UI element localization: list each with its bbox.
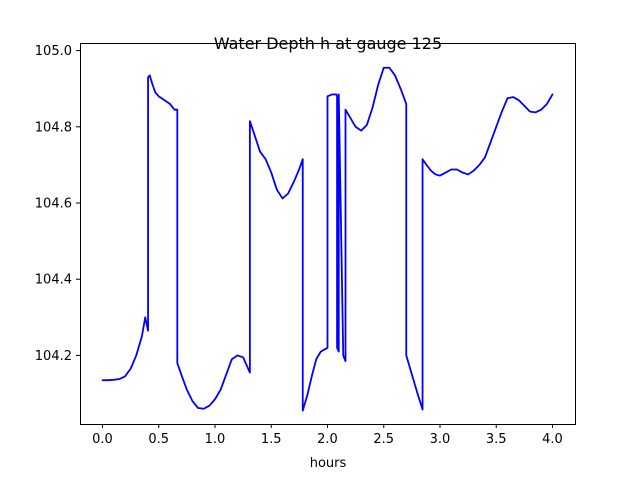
x-tick-label: 1.5	[261, 432, 282, 447]
x-tick-label: 2.0	[317, 432, 338, 447]
series-line-0	[101, 66, 554, 412]
x-axis-label: hours	[310, 456, 347, 471]
x-axis-ticks: 0.0 0.5 1.0 1.5 2.0 2.5 3.0 3.5 4.0	[92, 424, 563, 447]
x-tick-label: 0.5	[148, 432, 169, 447]
x-tick-label: 2.5	[373, 432, 394, 447]
x-tick-label: 1.0	[205, 432, 226, 447]
x-tick-label: 4.0	[542, 432, 563, 447]
y-tick-label: 105.0	[35, 44, 72, 59]
x-tick-label: 3.0	[430, 432, 451, 447]
y-axis-ticks: 104.2 104.4 104.6 104.8 105.0	[35, 44, 80, 364]
series-layer	[101, 66, 554, 412]
y-tick-label: 104.4	[35, 273, 72, 288]
plot-area: 0.0 0.5 1.0 1.5 2.0 2.5 3.0 3.5 4.0 104.2104.410…	[35, 43, 576, 447]
x-tick-label: 0.0	[92, 432, 113, 447]
y-tick-label: 104.8	[35, 120, 72, 135]
y-tick-label: 104.6	[35, 197, 72, 212]
x-tick-label: 3.5	[486, 432, 507, 447]
y-tick-label: 104.2	[35, 349, 72, 364]
